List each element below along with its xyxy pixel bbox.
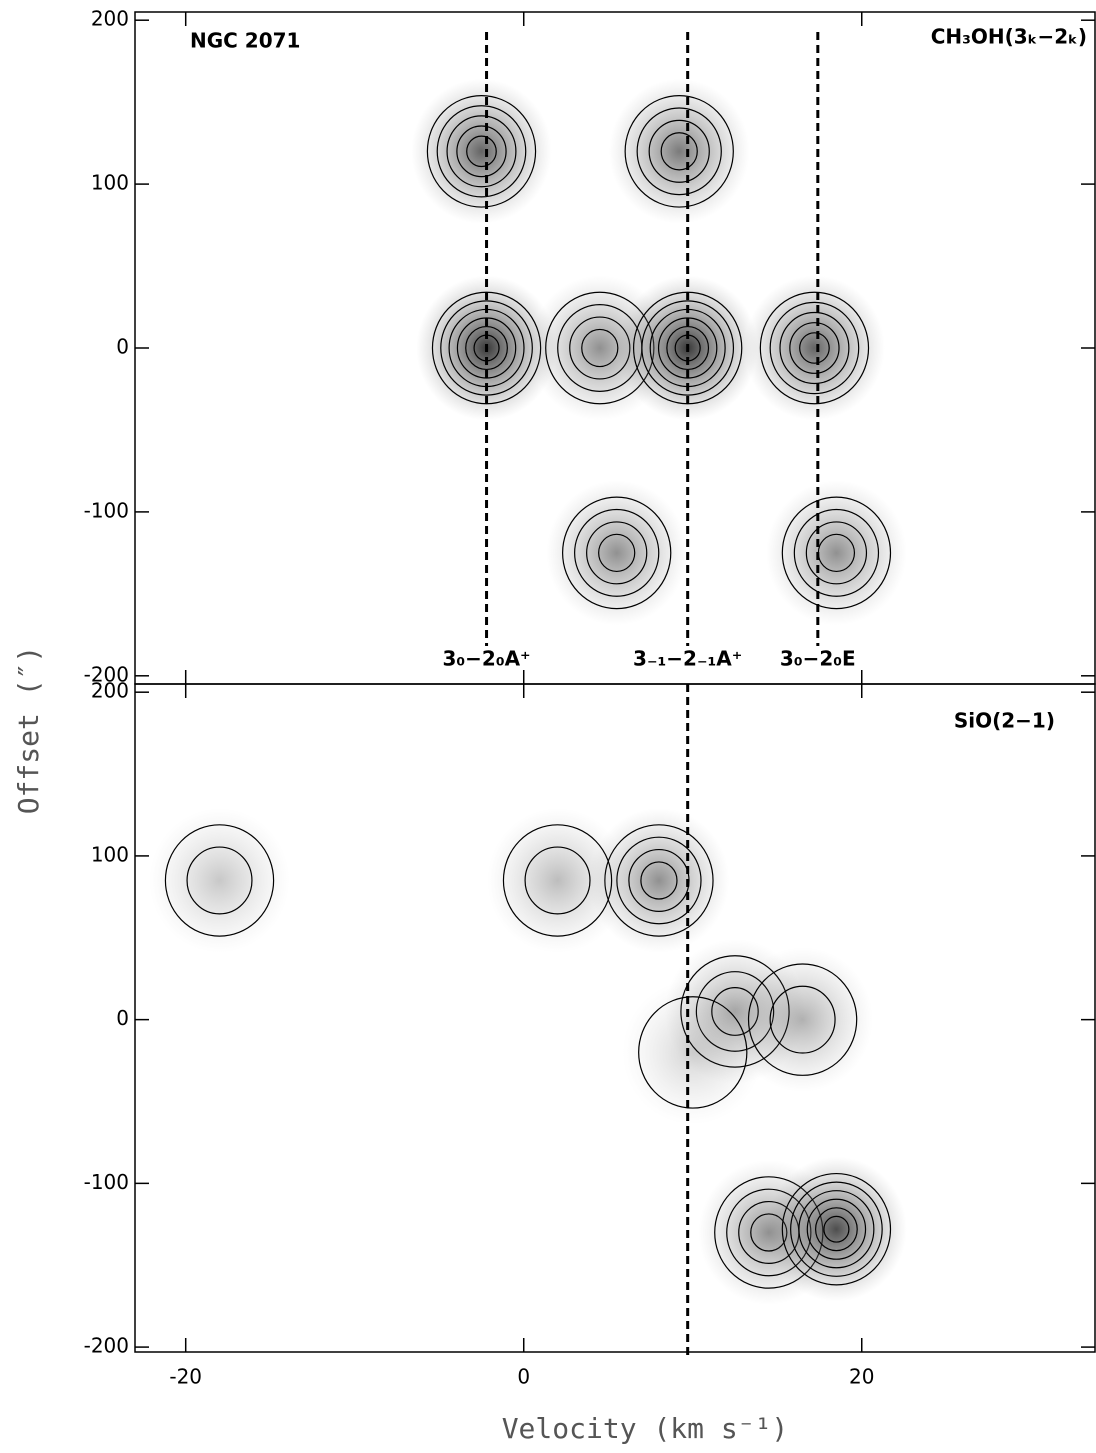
emission-blob: [766, 480, 907, 626]
contour: [640, 861, 678, 900]
emission-blob: [487, 808, 628, 953]
contour: [164, 824, 275, 937]
contour: [799, 332, 830, 364]
contour: [789, 322, 840, 374]
contour: [769, 985, 836, 1054]
emission-blob: [744, 275, 885, 421]
emission-blob: [588, 808, 730, 953]
contour: [562, 496, 672, 610]
y-tick-label: 200: [91, 679, 129, 703]
y-axis-label: Offset (″): [12, 646, 45, 815]
contour: [798, 1190, 875, 1269]
contour: [502, 824, 613, 937]
contour: [793, 508, 880, 597]
emission-blob: [411, 78, 552, 224]
emission-blob: [546, 480, 687, 626]
y-tick-label: 100: [91, 842, 129, 866]
contour: [598, 533, 636, 573]
y-tick-label: 100: [91, 171, 129, 195]
contour: [436, 105, 527, 198]
contour: [456, 125, 507, 178]
line-label: 3₀−2₀A⁺: [442, 647, 530, 671]
contour: [524, 846, 591, 915]
contour: [759, 291, 870, 405]
contour: [648, 119, 710, 183]
y-tick-label: 200: [91, 7, 129, 31]
emission-blob: [732, 947, 873, 1093]
contour: [446, 115, 517, 188]
emission-blob: [608, 78, 750, 224]
x-axis-label: Velocity (km s⁻¹): [502, 1412, 789, 1445]
contour: [823, 1215, 850, 1243]
y-tick-label: -200: [84, 662, 129, 686]
y-tick-label: -100: [84, 498, 129, 522]
contour: [805, 521, 868, 585]
x-tick-label: -20: [169, 1365, 202, 1389]
line-label: 3₋₁−2₋₁A⁺: [633, 647, 742, 671]
contour: [660, 132, 698, 171]
emission-blob: [149, 808, 290, 953]
emission-blob: [766, 1156, 907, 1302]
contour: [781, 1172, 892, 1286]
contour: [574, 508, 660, 597]
panel-subtitle: CH₃OH(3ₖ−2ₖ): [931, 25, 1087, 49]
line-label: 3₀−2₀E: [780, 647, 856, 671]
plot-frame: [134, 683, 1096, 1353]
contour: [586, 521, 648, 585]
y-tick-label: 0: [116, 1006, 129, 1030]
y-tick-label: -200: [84, 1334, 129, 1358]
contour: [657, 317, 718, 379]
contour: [666, 325, 710, 371]
contour: [781, 496, 892, 610]
x-tick-label: 0: [517, 1365, 530, 1389]
contour: [779, 311, 850, 385]
contour: [465, 325, 508, 371]
contour: [806, 1198, 867, 1260]
contour: [638, 996, 748, 1109]
contour: [426, 94, 537, 208]
contour: [624, 94, 734, 208]
contour: [636, 107, 722, 196]
contour: [769, 301, 860, 395]
contour: [456, 317, 517, 379]
contour: [641, 300, 735, 396]
panel-title: NGC 2071: [190, 29, 300, 53]
emission-blob: [622, 980, 764, 1125]
contour: [815, 1207, 858, 1252]
contour: [186, 846, 253, 915]
y-tick-label: 0: [116, 335, 129, 359]
y-tick-label: -100: [84, 1170, 129, 1194]
contour: [790, 1181, 883, 1277]
contour: [466, 135, 497, 168]
panel-title: SiO(2−1): [954, 709, 1055, 733]
x-tick-label: 20: [849, 1365, 874, 1389]
